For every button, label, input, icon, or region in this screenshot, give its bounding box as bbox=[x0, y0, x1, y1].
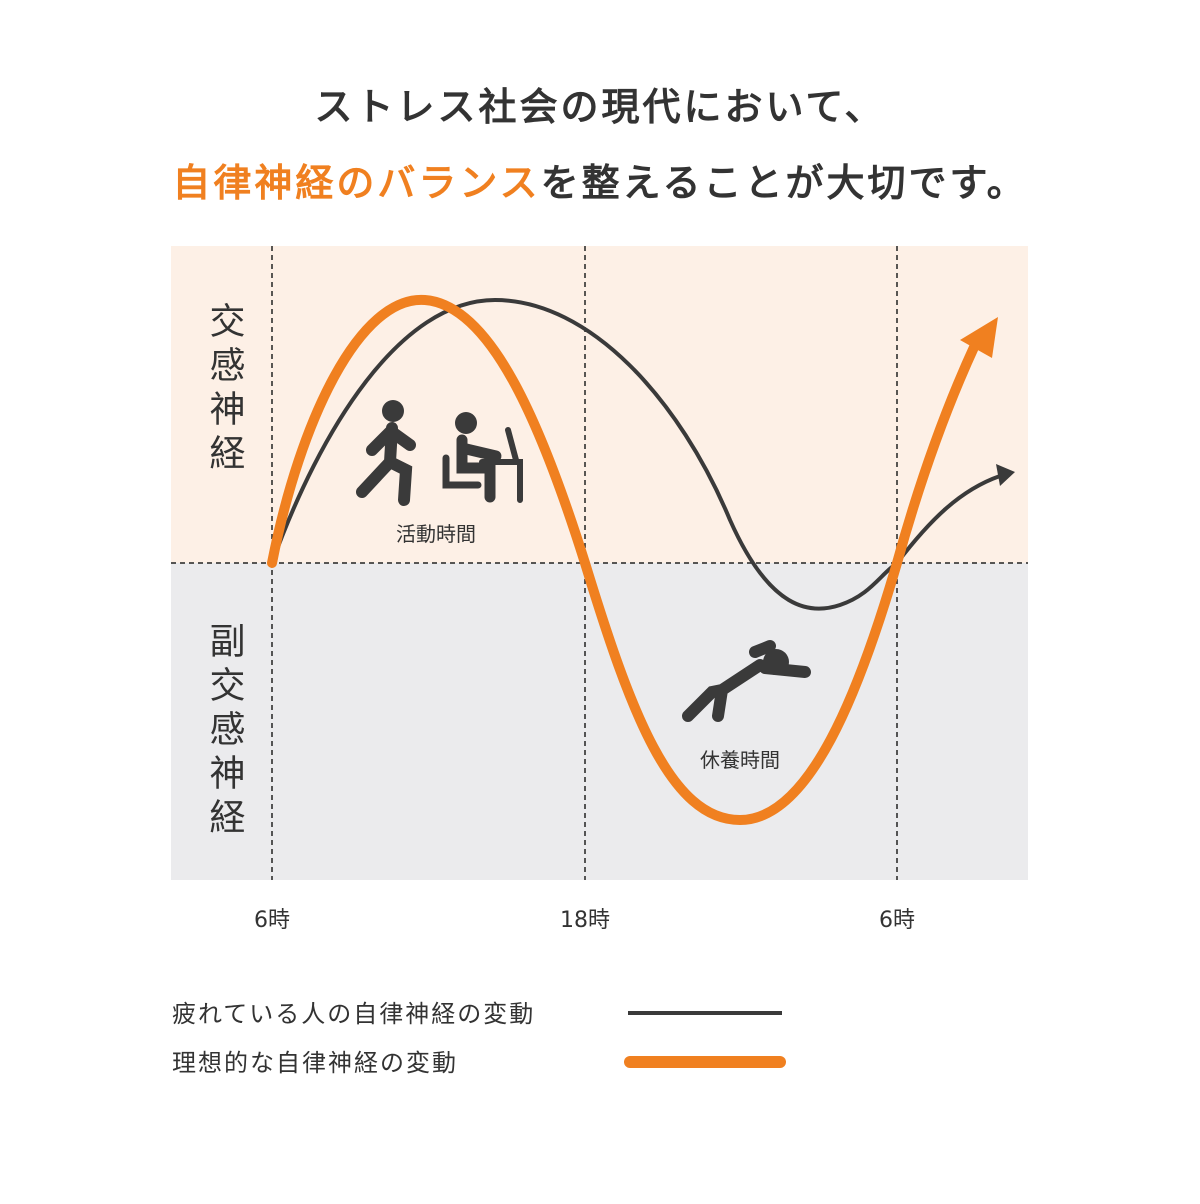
upper-zone-label: 交感神経 bbox=[204, 302, 245, 478]
title-highlight: 自律神経のバランス bbox=[172, 161, 540, 205]
rest-icon bbox=[682, 640, 811, 722]
title-rest: を整えることが大切です。 bbox=[541, 161, 1028, 205]
ideal-curve bbox=[267, 294, 980, 826]
rest-label: 休養時間 bbox=[700, 748, 780, 772]
legend-label: 理想的な自律神経の変動 bbox=[172, 1049, 458, 1077]
legend-label: 疲れている人の自律神経の変動 bbox=[172, 1000, 535, 1028]
activity-label: 活動時間 bbox=[396, 522, 476, 546]
ideal-arrow bbox=[960, 317, 998, 358]
tired-arrow bbox=[996, 464, 1015, 486]
title-line2: 自律神経のバランスを整えることが大切です。 bbox=[172, 161, 1027, 205]
title-line1: ストレス社会の現代において、 bbox=[315, 85, 886, 129]
upper-zone bbox=[171, 246, 1028, 563]
x-label: 18時 bbox=[560, 908, 610, 933]
lower-zone-label: 副交感神経 bbox=[204, 622, 245, 842]
x-label: 6時 bbox=[254, 908, 290, 933]
x-label: 6時 bbox=[879, 908, 915, 933]
activity-icons bbox=[356, 400, 523, 506]
